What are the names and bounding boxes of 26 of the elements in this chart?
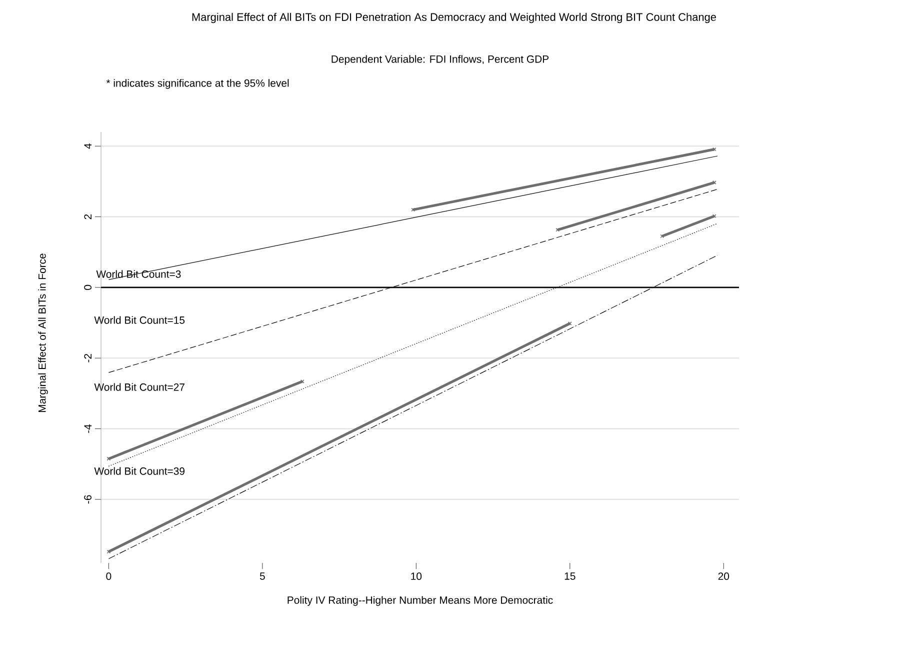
chart-title: Marginal Effect of All BITs on FDI Penetration As Democracy and Weighted World Strong BIT Count Change — [192, 12, 716, 24]
y-tick-label: 0 — [84, 284, 92, 290]
y-tick-label: 4 — [84, 144, 92, 149]
y-tick-label: -2 — [84, 354, 92, 362]
x-tick-label: 10 — [411, 572, 422, 580]
y-tick-label: 2 — [84, 214, 92, 220]
annotation: World Bit Count=15 — [94, 316, 185, 324]
y-tick-label: -6 — [84, 495, 92, 504]
x-tick-label: 20 — [718, 572, 730, 580]
text: * indicates significance at the 95% level — [106, 79, 289, 89]
point — [660, 234, 664, 238]
y-axis-title: Marginal Effect of All BITs in Force — [38, 254, 48, 412]
x-tick-label: 15 — [564, 572, 576, 580]
x-tick-label: 5 — [260, 572, 265, 580]
annotation: World Bit Count=27 — [94, 383, 184, 391]
point — [568, 322, 572, 326]
y-tick-label: -4 — [84, 424, 92, 433]
point — [106, 456, 111, 461]
point — [300, 379, 304, 384]
chart-subtitle: Dependent Variable: FDI Inflows, Percent GDP — [332, 55, 549, 65]
annotation: World Bit Count=39 — [94, 467, 184, 475]
x-axis-title: Polity IV Rating--Higher Number Means More Democratic — [288, 596, 553, 606]
point — [712, 214, 716, 218]
point — [106, 550, 111, 554]
point — [556, 228, 560, 232]
x-tick-label: 0 — [106, 572, 112, 580]
